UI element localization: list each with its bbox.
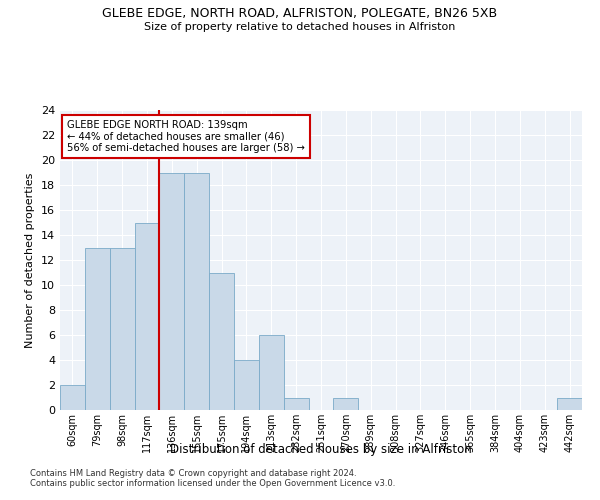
Text: Size of property relative to detached houses in Alfriston: Size of property relative to detached ho… xyxy=(145,22,455,32)
Bar xyxy=(557,398,582,410)
Bar xyxy=(209,272,234,410)
Text: Contains public sector information licensed under the Open Government Licence v3: Contains public sector information licen… xyxy=(30,478,395,488)
Bar xyxy=(134,222,160,410)
Text: GLEBE EDGE, NORTH ROAD, ALFRISTON, POLEGATE, BN26 5XB: GLEBE EDGE, NORTH ROAD, ALFRISTON, POLEG… xyxy=(103,8,497,20)
Text: Distribution of detached houses by size in Alfriston: Distribution of detached houses by size … xyxy=(170,442,472,456)
Bar xyxy=(184,172,209,410)
Text: GLEBE EDGE NORTH ROAD: 139sqm
← 44% of detached houses are smaller (46)
56% of s: GLEBE EDGE NORTH ROAD: 139sqm ← 44% of d… xyxy=(67,120,305,153)
Bar xyxy=(284,398,308,410)
Bar xyxy=(60,385,85,410)
Bar xyxy=(334,398,358,410)
Bar xyxy=(234,360,259,410)
Bar xyxy=(160,172,184,410)
Bar xyxy=(110,248,134,410)
Y-axis label: Number of detached properties: Number of detached properties xyxy=(25,172,35,348)
Bar xyxy=(85,248,110,410)
Text: Contains HM Land Registry data © Crown copyright and database right 2024.: Contains HM Land Registry data © Crown c… xyxy=(30,468,356,477)
Bar xyxy=(259,335,284,410)
